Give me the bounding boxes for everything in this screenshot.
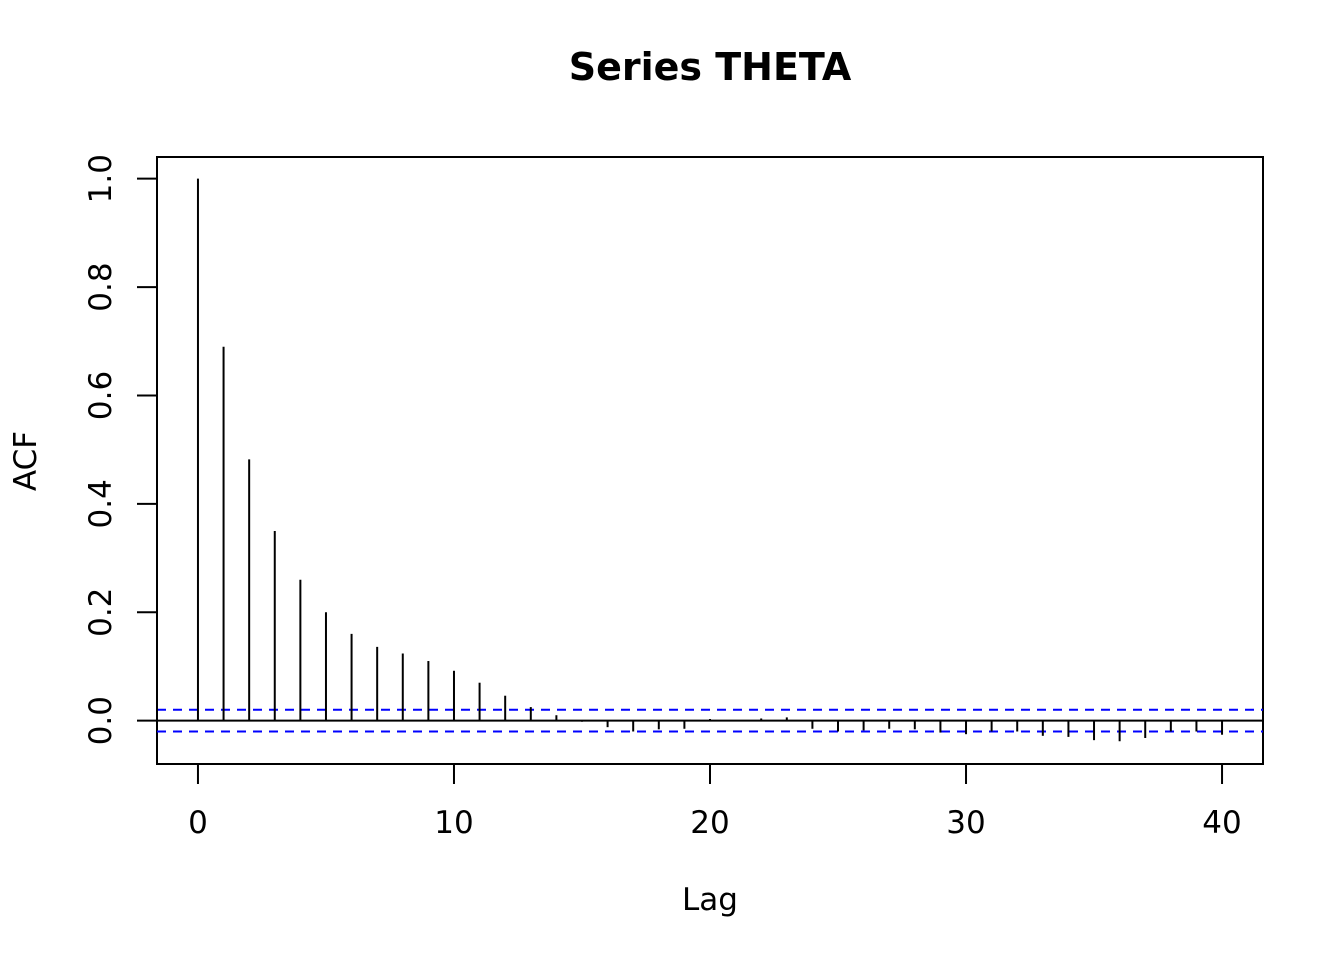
- chart-title: Series THETA: [569, 45, 852, 89]
- y-tick-label: 1.0: [83, 154, 119, 203]
- x-tick-label: 20: [690, 805, 729, 841]
- x-tick-label: 40: [1202, 805, 1241, 841]
- y-axis-title: ACF: [8, 431, 44, 491]
- x-axis-title: Lag: [682, 882, 738, 918]
- x-tick-label: 30: [946, 805, 985, 841]
- y-tick-label: 0.8: [83, 262, 119, 311]
- y-tick-label: 0.6: [83, 371, 119, 420]
- acf-bars: [196, 178, 1224, 742]
- x-tick-label: 0: [188, 805, 208, 841]
- x-tick-label: 10: [434, 805, 473, 841]
- y-tick-label: 0.4: [83, 479, 119, 528]
- y-tick-label: 0.0: [83, 696, 119, 745]
- y-tick-label: 0.2: [83, 588, 119, 637]
- x-axis: 0 10 20 30 40: [188, 763, 1242, 841]
- y-axis: 0.0 0.2 0.4 0.6 0.8 1.0: [83, 154, 158, 745]
